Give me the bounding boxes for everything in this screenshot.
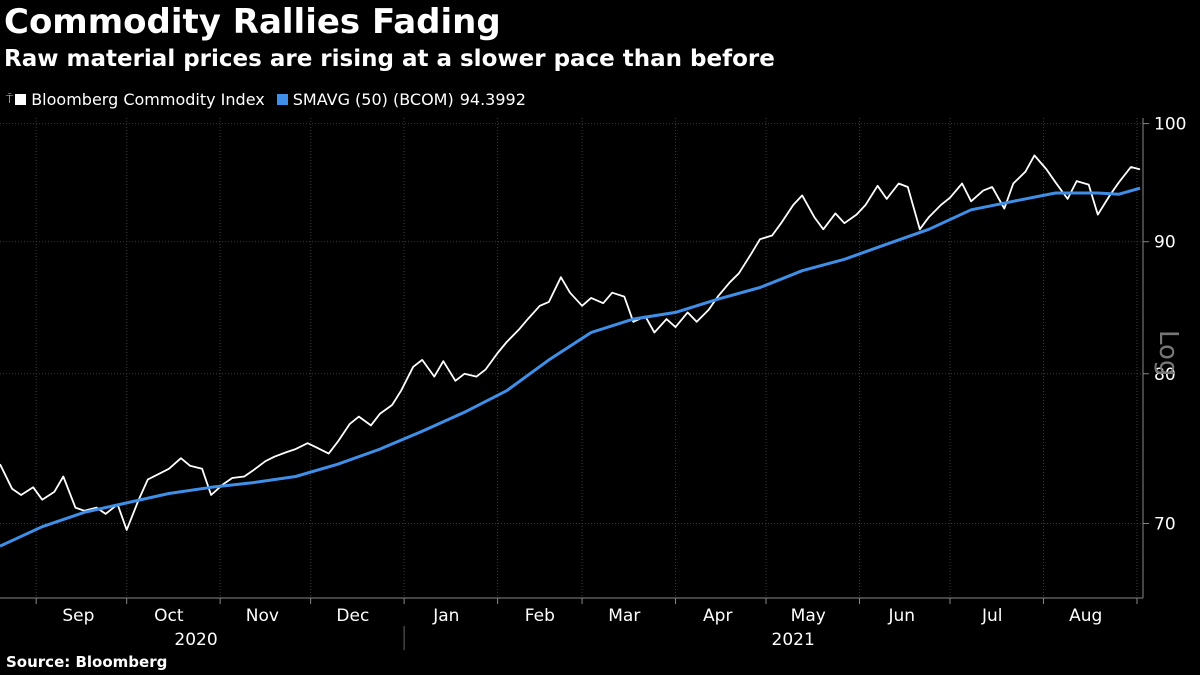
legend-item-smavg[interactable]: SMAVG (50) (BCOM) 94.3992: [276, 90, 526, 109]
y-tick-label: 100: [1154, 115, 1186, 135]
x-tick-label: Apr: [703, 606, 732, 626]
series-line-smavg: [0, 186, 1141, 548]
x-tick-label: Nov: [246, 606, 279, 626]
x-tick-label: May: [791, 606, 826, 626]
y-scale-label: Log: [1153, 330, 1183, 376]
x-tick-label: Mar: [608, 606, 640, 626]
year-label: 2021: [772, 630, 815, 650]
series-lines: [0, 154, 1141, 548]
legend-last-value: 94.3992: [459, 90, 526, 109]
x-tick-label: Feb: [525, 606, 555, 626]
axis-labels: 70 80 90 100 Log Sep Oct Nov Dec Jan Feb Mar Apr May J…: [62, 115, 1186, 650]
source-note: Source: Bloomberg: [6, 653, 168, 671]
x-tick-label: Jun: [887, 606, 915, 626]
x-tick-label: Sep: [62, 606, 94, 626]
year-label: 2020: [174, 630, 217, 650]
chart-title: Commodity Rallies Fading: [4, 2, 501, 42]
chart-legend: ⍑ Bloomberg Commodity Index SMAVG (50) (…: [6, 90, 538, 109]
series-line-index: [0, 154, 1141, 531]
x-tick-label: Oct: [154, 606, 184, 626]
legend-label-smavg: SMAVG (50) (BCOM): [292, 90, 454, 109]
chart-subtitle: Raw material prices are rising at a slow…: [4, 46, 775, 72]
y-tick-label: 70: [1154, 515, 1176, 535]
x-tick-label: Jul: [981, 606, 1003, 626]
legend-pin-icon[interactable]: ⍑: [6, 92, 14, 106]
legend-item-index[interactable]: Bloomberg Commodity Index: [15, 90, 265, 109]
axes: [0, 118, 1149, 650]
x-tick-label: Aug: [1069, 606, 1102, 626]
y-tick-label: 80: [1154, 365, 1176, 385]
legend-label-index: Bloomberg Commodity Index: [31, 90, 265, 109]
x-tick-label: Dec: [336, 606, 369, 626]
legend-swatch-index: [15, 94, 27, 105]
y-tick-label: 90: [1154, 233, 1176, 253]
x-tick-label: Jan: [432, 606, 459, 626]
legend-swatch-smavg: [276, 94, 288, 105]
grid: [0, 118, 1143, 598]
